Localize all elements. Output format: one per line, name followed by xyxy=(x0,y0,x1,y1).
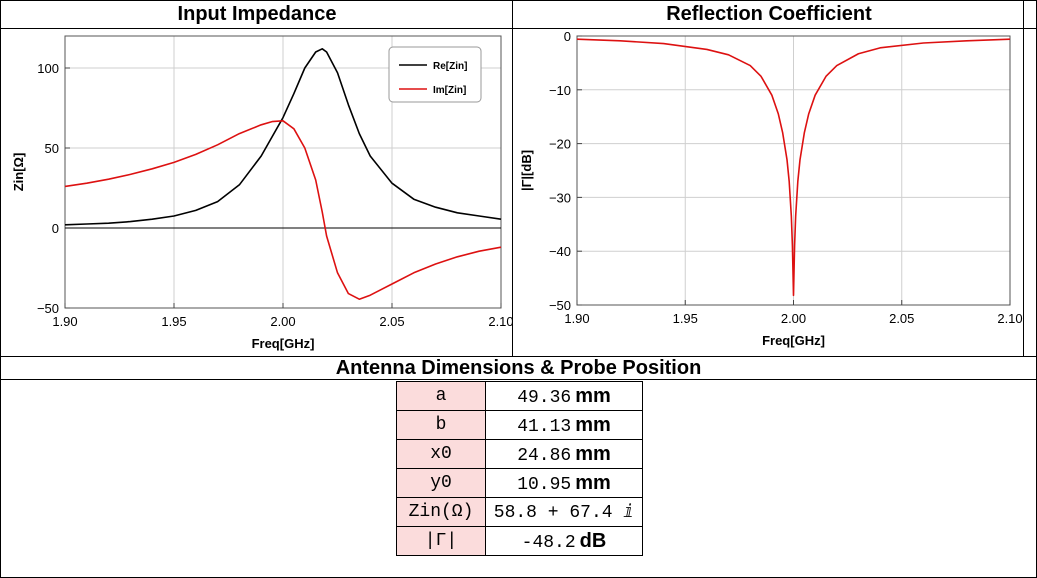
input-impedance-header: Input Impedance xyxy=(1,1,513,29)
y-tick-label: 0 xyxy=(52,221,59,236)
input-impedance-chart: 1.90 1.95 2.00 2.05 2.10 −50 0 50 100 Freq[GHz] Zi… xyxy=(11,35,513,351)
panel-divider-right xyxy=(1023,1,1024,357)
header-rule-right xyxy=(1025,28,1036,29)
y-tick-label: −20 xyxy=(549,137,571,152)
reflection-coefficient-title: Reflection Coefficient xyxy=(666,3,872,25)
x-tick-label: 2.10 xyxy=(488,314,513,329)
legend-label: Re[Zin] xyxy=(433,61,467,72)
y-tick-label: 100 xyxy=(37,61,59,76)
dimension-value-cell: 10.95 mm xyxy=(485,468,643,498)
x-tick-label: 2.00 xyxy=(270,314,295,329)
dimension-row: Zin(Ω) 58.8 + 67.4 ⅈ xyxy=(396,497,643,527)
series-line xyxy=(576,38,1011,297)
y-tick-label: 0 xyxy=(564,29,571,44)
dimension-row: |Γ| -48.2 dB xyxy=(396,526,643,556)
series-group xyxy=(64,48,502,300)
x-tick-label: 1.90 xyxy=(52,314,77,329)
dimension-unit: mm xyxy=(575,471,611,494)
dimension-key: x0 xyxy=(396,439,486,469)
dimension-unit: mm xyxy=(575,384,611,407)
dimension-unit: mm xyxy=(575,413,611,436)
y-tick-label: −50 xyxy=(37,301,59,316)
series-group xyxy=(576,38,1011,297)
y-tick-label: −30 xyxy=(549,190,571,205)
dimension-row: y0 10.95 mm xyxy=(396,468,643,498)
dimension-unit: dB xyxy=(579,529,607,552)
x-tick-label: 2.00 xyxy=(781,311,806,326)
dimension-value-cell: 41.13 mm xyxy=(485,410,643,440)
x-tick-label: 1.90 xyxy=(564,311,589,326)
x-tick-label: 2.05 xyxy=(379,314,404,329)
dimension-unit: mm xyxy=(575,442,611,465)
dimensions-table: a 49.36 mm b 41.13 mm x0 24.86 mm y0 10.95 mm Zin(Ω)… xyxy=(396,381,643,556)
panel-divider xyxy=(512,1,513,357)
x-axis-label: Freq[GHz] xyxy=(762,333,825,348)
x-tick-label: 1.95 xyxy=(161,314,186,329)
series-im-zin- xyxy=(64,120,502,300)
y-tick-label: −40 xyxy=(549,244,571,259)
dimension-key: |Γ| xyxy=(396,526,486,556)
dimension-value: 49.36 xyxy=(517,387,572,408)
dimension-value-cell: 49.36 mm xyxy=(485,381,643,411)
dimension-key: Zin(Ω) xyxy=(396,497,486,527)
legend: Re[Zin] Im[Zin] xyxy=(388,46,482,103)
dimension-value-cell: -48.2 dB xyxy=(485,526,643,556)
series-re-zin- xyxy=(64,48,502,226)
dimension-value-cell: 58.8 + 67.4 ⅈ xyxy=(485,497,643,527)
y-tick-label: 50 xyxy=(45,141,59,156)
legend-label: Im[Zin] xyxy=(433,85,466,96)
y-tick-label: −50 xyxy=(549,298,571,313)
dimension-key: y0 xyxy=(396,468,486,498)
dimension-key: a xyxy=(396,381,486,411)
y-axis-label: |Γ|[dB] xyxy=(519,150,534,191)
dimensions-title-text: Antenna Dimensions & Probe Position xyxy=(335,357,702,379)
x-axis-label: Freq[GHz] xyxy=(252,336,315,351)
dimension-value: 10.95 xyxy=(517,474,572,495)
dimension-row: b 41.13 mm xyxy=(396,410,643,440)
dimension-row: x0 24.86 mm xyxy=(396,439,643,469)
reflection-coefficient-chart: 1.90 1.95 2.00 2.05 2.10 0 −10 −20 −30 −40 −50 Freq… xyxy=(519,29,1023,348)
axes: 1.90 1.95 2.00 2.05 2.10 0 −10 −20 −30 −40 −50 Freq… xyxy=(519,29,1023,348)
input-impedance-title: Input Impedance xyxy=(177,3,337,25)
reflection-coefficient-header: Reflection Coefficient xyxy=(513,1,1025,29)
axes: 1.90 1.95 2.00 2.05 2.10 −50 0 50 100 Freq[GHz] Zi… xyxy=(11,35,513,351)
dimension-row: a 49.36 mm xyxy=(396,381,643,411)
section-divider xyxy=(1,356,1036,357)
y-axis-label: Zin[Ω] xyxy=(11,153,26,192)
dimension-key: b xyxy=(396,410,486,440)
dimension-value-cell: 24.86 mm xyxy=(485,439,643,469)
dimension-value: -48.2 xyxy=(521,532,576,553)
dimension-value: 41.13 xyxy=(517,416,572,437)
dimensions-title: Antenna Dimensions & Probe Position xyxy=(1,357,1036,380)
x-tick-label: 2.10 xyxy=(997,311,1022,326)
x-tick-label: 1.95 xyxy=(673,311,698,326)
dimension-value: 58.8 + 67.4 ⅈ xyxy=(493,503,635,523)
x-tick-label: 2.05 xyxy=(889,311,914,326)
y-tick-label: −10 xyxy=(549,83,571,98)
dimension-value: 24.86 xyxy=(517,445,572,466)
